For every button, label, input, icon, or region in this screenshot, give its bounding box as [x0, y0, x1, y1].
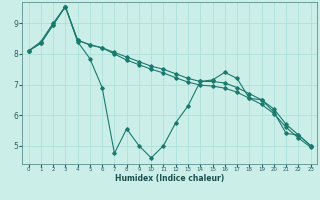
X-axis label: Humidex (Indice chaleur): Humidex (Indice chaleur) [115, 174, 224, 183]
